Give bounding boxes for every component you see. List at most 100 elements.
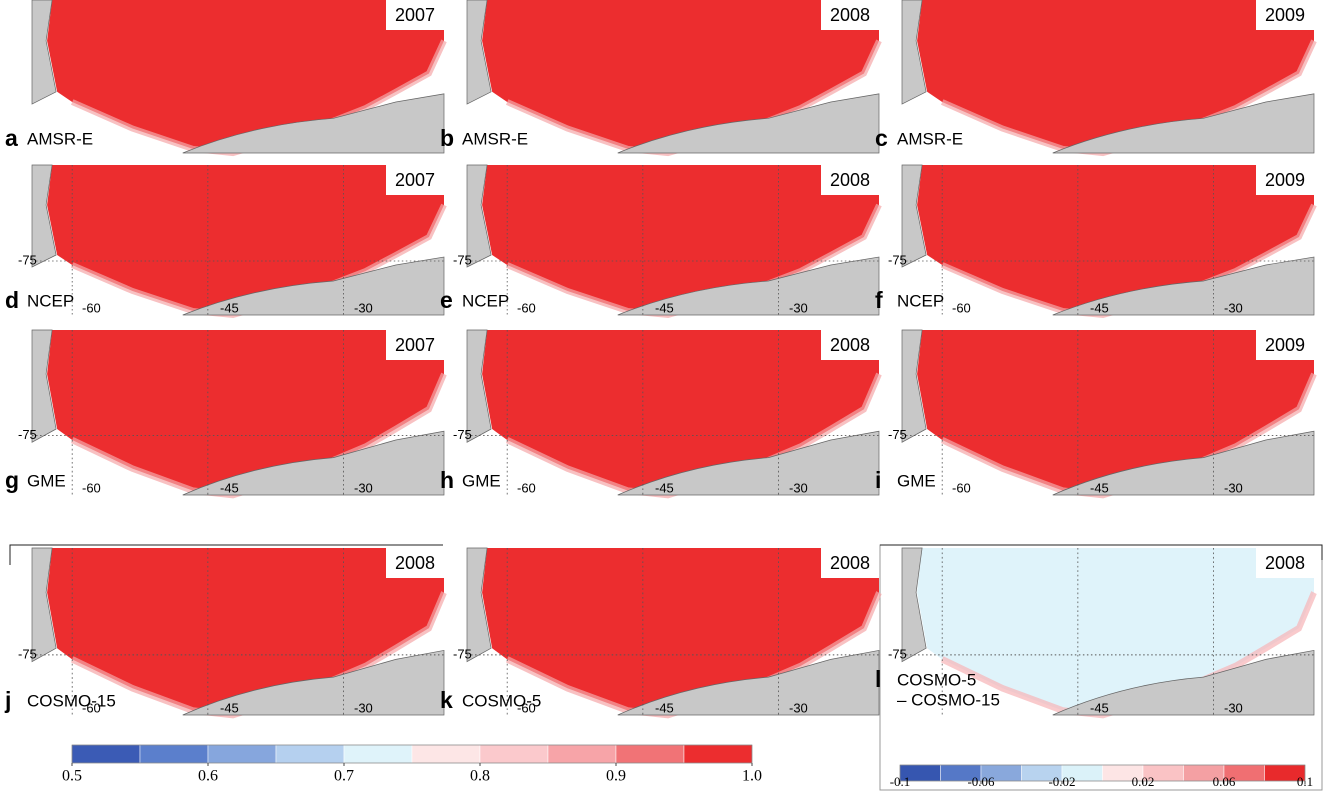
grid-label: -75 bbox=[888, 427, 907, 442]
grid-label: -45 bbox=[655, 700, 674, 715]
bracket bbox=[880, 544, 1323, 560]
panel-label: AMSR-E bbox=[462, 129, 528, 148]
grid-label: -60 bbox=[517, 700, 536, 715]
year: 2009 bbox=[1265, 170, 1305, 190]
land bbox=[1052, 649, 1315, 716]
year: 2007 bbox=[395, 5, 435, 25]
panel-letter: d bbox=[5, 287, 19, 313]
colorbar-swatch bbox=[343, 744, 413, 764]
year: 2007 bbox=[395, 335, 435, 355]
land bbox=[466, 547, 492, 663]
year-box bbox=[386, 165, 444, 195]
year: 2009 bbox=[1265, 5, 1305, 25]
land bbox=[466, 164, 492, 268]
grid-label: -30 bbox=[789, 300, 808, 315]
grid-label: -75 bbox=[18, 252, 37, 267]
year: 2008 bbox=[830, 5, 870, 25]
colorbar-tick-label: -0.02 bbox=[1048, 774, 1075, 789]
land bbox=[466, 329, 492, 443]
grid-label: -60 bbox=[517, 480, 536, 495]
map-panel bbox=[466, 164, 882, 319]
year: 2008 bbox=[830, 335, 870, 355]
year: 2008 bbox=[395, 553, 435, 573]
panel-label: COSMO-5 bbox=[897, 670, 976, 689]
year: 2008 bbox=[830, 170, 870, 190]
colorbar-tick-label: 0.9 bbox=[606, 768, 626, 785]
land bbox=[617, 649, 880, 716]
year-box bbox=[1256, 548, 1314, 578]
panel-letter: a bbox=[5, 125, 18, 151]
grid-label: -30 bbox=[354, 700, 373, 715]
map-panel bbox=[31, 329, 447, 499]
year: 2007 bbox=[395, 170, 435, 190]
land bbox=[901, 164, 927, 268]
panel-label: AMSR-E bbox=[897, 129, 963, 148]
colorbar-frame bbox=[899, 764, 1306, 782]
land bbox=[182, 649, 445, 716]
map-panel bbox=[466, 329, 882, 499]
colorbar-tick-label: 0.1 bbox=[1297, 774, 1313, 789]
colorbar-tick-label: 1.0 bbox=[742, 768, 762, 785]
panel-label: GME bbox=[462, 471, 501, 490]
panel-letter: l bbox=[875, 666, 881, 692]
land bbox=[466, 0, 492, 105]
map-panel bbox=[901, 164, 1317, 319]
year-box bbox=[821, 330, 879, 360]
map-panel bbox=[31, 0, 447, 157]
grid-label: -60 bbox=[82, 480, 101, 495]
colorbar-tick-label: -0.06 bbox=[967, 774, 995, 789]
panel-letter: g bbox=[5, 467, 19, 493]
grid-label: -75 bbox=[888, 646, 907, 661]
colorbar-swatch bbox=[615, 744, 685, 764]
panel-letter: f bbox=[875, 287, 883, 313]
grid-label: -45 bbox=[1090, 480, 1109, 495]
land bbox=[617, 256, 880, 316]
grid-label: -75 bbox=[18, 646, 37, 661]
panel-label: NCEP bbox=[27, 291, 74, 310]
colorbar-swatch bbox=[547, 744, 617, 764]
colorbar-tick-label: 0.7 bbox=[334, 768, 354, 785]
grid-label: -30 bbox=[789, 700, 808, 715]
land bbox=[617, 93, 880, 154]
year-box bbox=[386, 548, 444, 578]
panel-letter: c bbox=[875, 125, 888, 151]
map-panel bbox=[466, 0, 882, 157]
year: 2008 bbox=[830, 553, 870, 573]
grid-label: -45 bbox=[655, 300, 674, 315]
panel-letter: b bbox=[440, 125, 454, 151]
land bbox=[617, 430, 880, 496]
land bbox=[31, 329, 57, 443]
grid-label: -30 bbox=[354, 300, 373, 315]
year-box bbox=[821, 0, 879, 30]
colorbar-swatch bbox=[479, 744, 549, 764]
year-box bbox=[386, 330, 444, 360]
grid-label: -75 bbox=[18, 427, 37, 442]
colorbar-tick-label: 0.6 bbox=[198, 768, 218, 785]
colorbar-tick-label: 0.02 bbox=[1132, 774, 1155, 789]
panel-label: GME bbox=[27, 471, 66, 490]
grid-label: -60 bbox=[82, 300, 101, 315]
colorbar-frame bbox=[71, 744, 753, 764]
grid-label: -30 bbox=[1224, 480, 1243, 495]
grid-label: -30 bbox=[354, 480, 373, 495]
year: 2008 bbox=[1265, 553, 1305, 573]
grid-label: -45 bbox=[655, 480, 674, 495]
grid-label: -75 bbox=[453, 252, 472, 267]
grid-label: -75 bbox=[453, 427, 472, 442]
year-box bbox=[821, 165, 879, 195]
grid-label: -60 bbox=[952, 300, 971, 315]
year-box bbox=[1256, 165, 1314, 195]
panel-label: NCEP bbox=[462, 291, 509, 310]
panel-letter: e bbox=[440, 287, 453, 313]
grid-label: -30 bbox=[1224, 700, 1243, 715]
colorbar-tick-label: 0.8 bbox=[470, 768, 490, 785]
grid-label: -30 bbox=[1224, 300, 1243, 315]
grid-label: -30 bbox=[789, 480, 808, 495]
colorbar-tick-label: 0.06 bbox=[1213, 774, 1236, 789]
grid-label: -60 bbox=[952, 480, 971, 495]
year-box bbox=[1256, 0, 1314, 30]
land bbox=[182, 430, 445, 496]
grid-label: -60 bbox=[517, 300, 536, 315]
map-panel bbox=[466, 547, 882, 719]
grid-label: -75 bbox=[453, 646, 472, 661]
